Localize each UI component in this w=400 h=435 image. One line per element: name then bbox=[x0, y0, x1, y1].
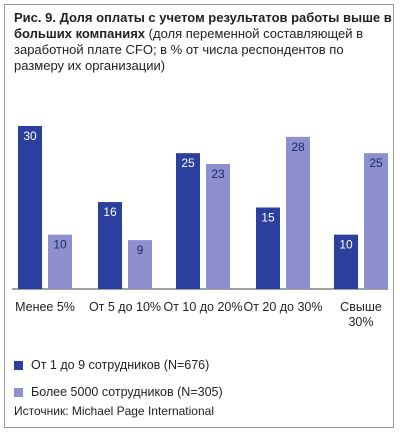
bar-series-1-4 bbox=[256, 207, 280, 289]
x-tick-label-3: От 10 до 20% bbox=[163, 300, 242, 314]
data-label-series-1-3: 25 bbox=[181, 156, 195, 170]
data-label-series-1-2: 16 bbox=[103, 205, 117, 219]
data-label-series-2-4: 28 bbox=[291, 140, 305, 154]
legend-swatch-series-2 bbox=[14, 387, 23, 397]
data-label-series-2-5: 25 bbox=[369, 156, 383, 170]
bar-series-1-3 bbox=[176, 153, 200, 289]
legend-item-series-2: Более 5000 сотрудников (N=305) bbox=[14, 383, 223, 401]
x-tick-label-5: Свыше bbox=[340, 300, 382, 314]
x-tick-label-1: Менее 5% bbox=[15, 300, 75, 314]
bar-series-1-2 bbox=[98, 202, 122, 289]
bar-series-2-4 bbox=[286, 136, 310, 289]
x-tick-label-4: От 20 до 30% bbox=[243, 300, 322, 314]
chart-title-bold: Рис. 9. Доля оплаты с учетом результатов… bbox=[14, 10, 392, 41]
bar-series-2-1 bbox=[48, 234, 72, 289]
data-label-series-2-1: 10 bbox=[53, 238, 67, 252]
source-note: Источник: Michael Page International bbox=[14, 404, 214, 418]
bar-series-2-2 bbox=[128, 240, 152, 289]
data-label-series-2-2: 9 bbox=[137, 243, 144, 257]
legend-label-series-2: Более 5000 сотрудников (N=305) bbox=[31, 385, 223, 399]
figure-frame bbox=[4, 4, 394, 428]
chart-legend: От 1 до 9 сотрудников (N=676) Более 5000… bbox=[14, 356, 223, 410]
data-label-series-2-3: 23 bbox=[211, 167, 225, 181]
data-label-series-1-1: 30 bbox=[23, 129, 37, 143]
chart-title: Рис. 9. Доля оплаты с учетом результатов… bbox=[14, 10, 394, 74]
legend-label-series-1: От 1 до 9 сотрудников (N=676) bbox=[31, 358, 210, 372]
bar-series-1-5 bbox=[334, 234, 358, 289]
legend-swatch-series-1 bbox=[14, 360, 23, 370]
x-tick-label-2: От 5 до 10% bbox=[89, 300, 161, 314]
bar-series-1-1 bbox=[18, 126, 42, 289]
data-label-series-1-5: 10 bbox=[339, 238, 353, 252]
x-tick-label-5: 30% bbox=[348, 315, 373, 329]
bar-series-2-5 bbox=[364, 153, 388, 289]
data-label-series-1-4: 15 bbox=[261, 211, 275, 225]
bar-chart: 30 10 Менее 5% 16 9 От 5 до 10% 25 23 От 10 до 2… bbox=[12, 126, 388, 329]
bar-series-2-3 bbox=[206, 164, 230, 289]
chart-title-note: (доля переменной составляющей в заработн… bbox=[14, 26, 364, 73]
legend-item-series-1: От 1 до 9 сотрудников (N=676) bbox=[14, 356, 223, 374]
